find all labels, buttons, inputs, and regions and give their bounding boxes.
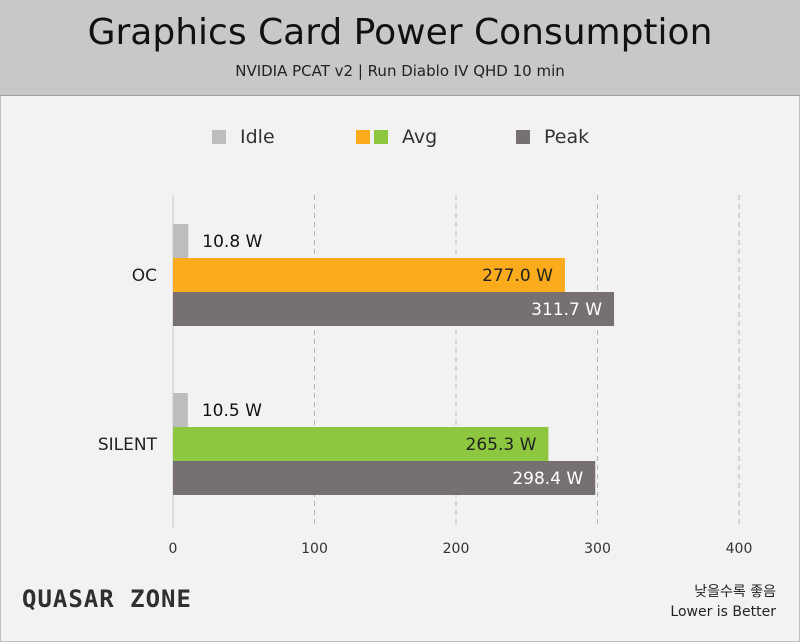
category-label: SILENT: [98, 435, 158, 455]
category-label: OC: [132, 266, 157, 286]
legend: Idle Avg Peak: [0, 126, 800, 152]
bar-idle: [173, 393, 188, 427]
legend-swatch-idle: [212, 130, 226, 144]
legend-item-idle: Idle: [212, 126, 275, 148]
chart-header: Graphics Card Power Consumption NVIDIA P…: [0, 0, 800, 96]
legend-label-avg: Avg: [402, 126, 438, 148]
lower-is-better-note: 낮을수록 좋음 Lower is Better: [670, 582, 776, 622]
data-label: 10.5 W: [202, 401, 262, 421]
bar-peak: [173, 292, 615, 326]
bar-avg: [173, 427, 549, 461]
x-tick-label: 200: [443, 541, 470, 557]
data-label: 277.0 W: [482, 266, 553, 286]
note-english: Lower is Better: [670, 604, 776, 620]
data-label: 10.8 W: [202, 232, 262, 252]
legend-swatch-peak: [516, 130, 530, 144]
legend-label-peak: Peak: [544, 126, 590, 148]
bar-avg: [173, 258, 565, 292]
x-tick-label: 100: [301, 541, 328, 557]
x-tick-label: 300: [584, 541, 611, 557]
bar-idle: [173, 224, 189, 258]
data-label: 298.4 W: [512, 469, 583, 489]
bar-peak: [173, 461, 596, 495]
legend-item-peak: Peak: [516, 126, 589, 148]
data-label: 311.7 W: [531, 300, 602, 320]
data-label: 265.3 W: [466, 435, 537, 455]
legend-item-avg: Avg: [356, 126, 437, 148]
chart-subtitle: NVIDIA PCAT v2 | Run Diablo IV QHD 10 mi…: [235, 62, 565, 80]
x-tick-label: 0: [169, 541, 178, 557]
note-korean: 낮을수록 좋음: [694, 584, 776, 600]
legend-swatch-avg-silent: [374, 130, 388, 144]
legend-label-idle: Idle: [240, 126, 275, 148]
chart-title: Graphics Card Power Consumption: [87, 12, 713, 53]
x-tick-label: 400: [726, 541, 753, 557]
legend-swatch-avg-oc: [356, 130, 370, 144]
brand-logo: QUASAR ZONE: [22, 585, 192, 613]
